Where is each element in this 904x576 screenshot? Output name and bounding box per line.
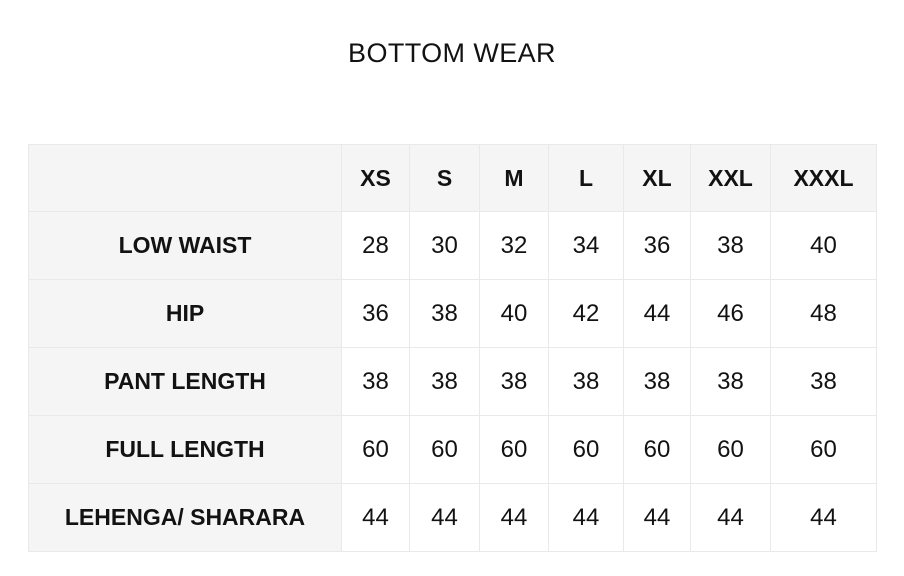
- size-value-cell: 44: [770, 483, 877, 552]
- size-value-cell: 44: [479, 483, 549, 552]
- row-label: HIP: [28, 279, 342, 348]
- corner-cell: [28, 144, 342, 212]
- size-value-cell: 44: [548, 483, 624, 552]
- size-column-header-m: M: [479, 144, 549, 212]
- size-value-cell: 42: [548, 279, 624, 348]
- size-value-cell: 38: [409, 347, 480, 416]
- size-value-cell: 48: [770, 279, 877, 348]
- row-label: LEHENGA/ SHARARA: [28, 483, 342, 552]
- size-value-cell: 40: [770, 211, 877, 280]
- size-column-header-xs: XS: [341, 144, 410, 212]
- table-row-pant-length: PANT LENGTH 38 38 38 38 38 38 38: [28, 347, 877, 416]
- size-value-cell: 30: [409, 211, 480, 280]
- size-value-cell: 44: [341, 483, 410, 552]
- size-value-cell: 38: [341, 347, 410, 416]
- size-column-header-l: L: [548, 144, 624, 212]
- row-label: LOW WAIST: [28, 211, 342, 280]
- size-value-cell: 34: [548, 211, 624, 280]
- table-row-hip: HIP 36 38 40 42 44 46 48: [28, 279, 877, 348]
- size-value-cell: 60: [409, 415, 480, 484]
- size-column-header-xxxl: XXXL: [770, 144, 877, 212]
- size-value-cell: 38: [548, 347, 624, 416]
- size-value-cell: 38: [623, 347, 691, 416]
- size-value-cell: 60: [548, 415, 624, 484]
- row-label: FULL LENGTH: [28, 415, 342, 484]
- size-value-cell: 38: [690, 211, 771, 280]
- table-header-row: XS S M L XL XXL XXXL: [28, 144, 877, 212]
- size-value-cell: 60: [479, 415, 549, 484]
- size-value-cell: 40: [479, 279, 549, 348]
- size-value-cell: 44: [409, 483, 480, 552]
- size-value-cell: 60: [770, 415, 877, 484]
- size-value-cell: 38: [690, 347, 771, 416]
- page-title: BOTTOM WEAR: [348, 38, 556, 68]
- size-value-cell: 60: [341, 415, 410, 484]
- size-value-cell: 44: [623, 279, 691, 348]
- table-row-lehenga-sharara: LEHENGA/ SHARARA 44 44 44 44 44 44 44: [28, 483, 877, 552]
- size-value-cell: 60: [690, 415, 771, 484]
- size-value-cell: 36: [341, 279, 410, 348]
- size-column-header-xl: XL: [623, 144, 691, 212]
- table-row-low-waist: LOW WAIST 28 30 32 34 36 38 40: [28, 211, 877, 280]
- size-value-cell: 36: [623, 211, 691, 280]
- size-value-cell: 38: [770, 347, 877, 416]
- size-value-cell: 46: [690, 279, 771, 348]
- size-value-cell: 28: [341, 211, 410, 280]
- size-value-cell: 44: [623, 483, 691, 552]
- size-chart-table: XS S M L XL XXL XXXL LOW WAIST 28 30 32 …: [28, 144, 877, 552]
- size-value-cell: 38: [409, 279, 480, 348]
- size-value-cell: 32: [479, 211, 549, 280]
- size-value-cell: 60: [623, 415, 691, 484]
- size-value-cell: 38: [479, 347, 549, 416]
- size-column-header-xxl: XXL: [690, 144, 771, 212]
- table-row-full-length: FULL LENGTH 60 60 60 60 60 60 60: [28, 415, 877, 484]
- size-value-cell: 44: [690, 483, 771, 552]
- size-column-header-s: S: [409, 144, 480, 212]
- row-label: PANT LENGTH: [28, 347, 342, 416]
